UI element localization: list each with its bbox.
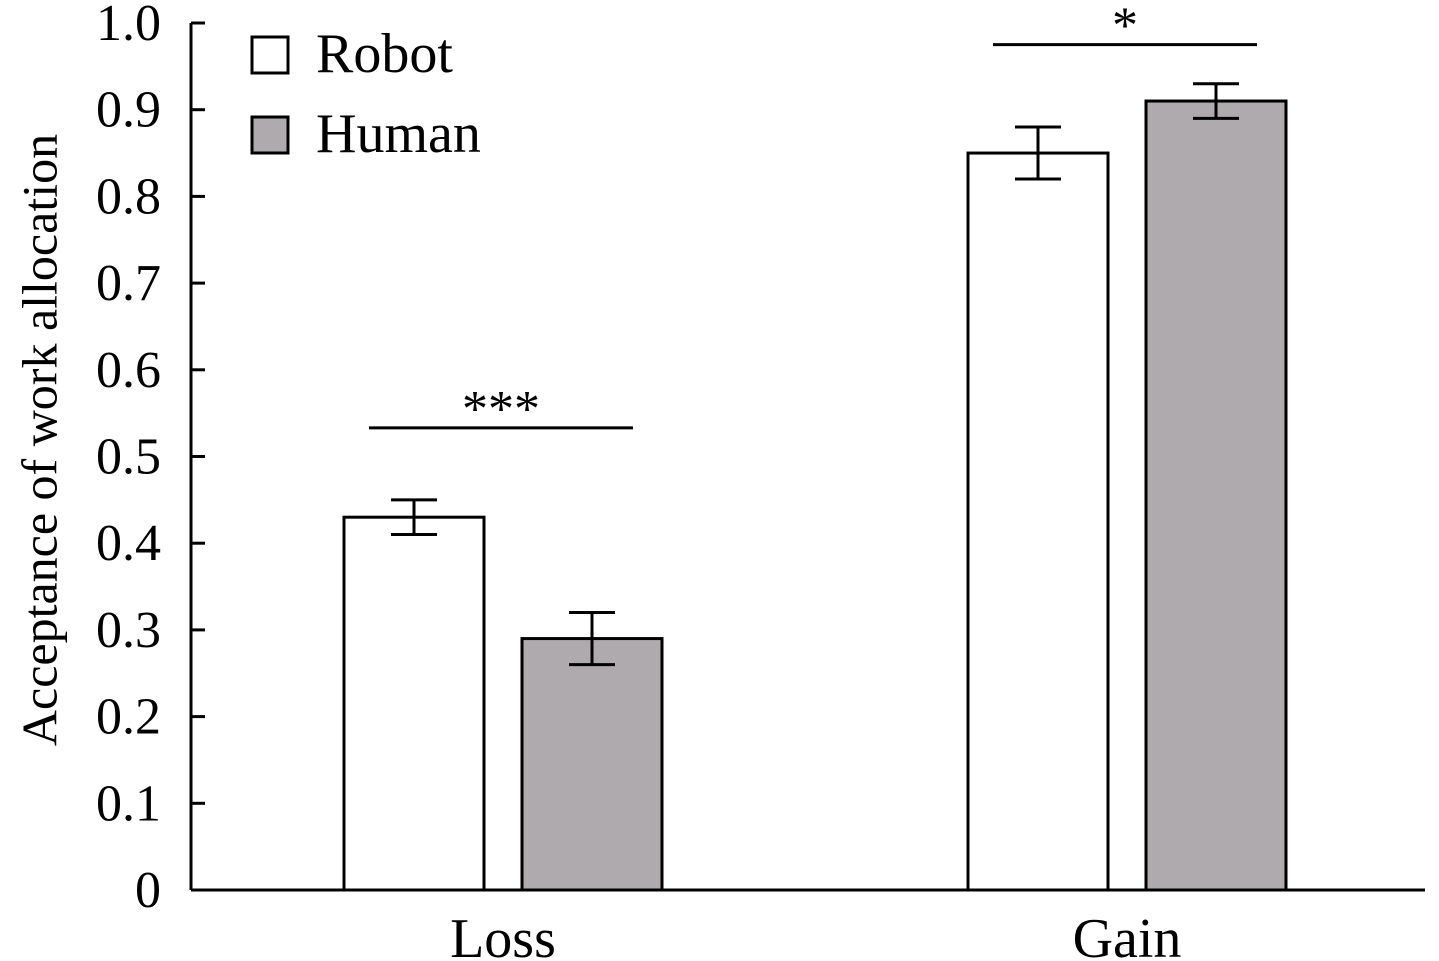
bar-human-loss [520,637,664,892]
y-axis-title: Acceptance of work allocation [11,134,67,746]
x-category-label: Gain [1073,908,1182,961]
significance-markers: **** [369,0,1257,438]
legend-swatch-human [250,115,290,155]
error-bars [391,82,1239,667]
y-tick-label: 0.9 [96,82,161,139]
y-tick-label: 0.3 [96,602,161,659]
bar-robot-gain [966,151,1110,892]
error-bar [1193,82,1239,120]
y-tick-label: 0.6 [96,342,161,399]
y-tick-label: 0.4 [96,515,161,572]
y-tick-label: 0.8 [96,168,161,225]
bar-human-gain [1144,99,1288,892]
legend-label-human: Human [316,103,481,165]
legend: Robot Human [250,23,481,165]
x-category-label: Loss [450,908,556,961]
significance-label: * [1112,0,1138,55]
x-axis: Loss Gain [191,888,1425,961]
bars [342,99,1288,892]
legend-label-robot: Robot [316,23,453,85]
y-tick-label: 0.7 [96,255,161,312]
y-tick-label: 0.5 [96,429,161,486]
y-tick-label: 0.1 [96,775,161,832]
y-axis: 0 0.1 0.2 0.3 0.4 0.5 0.6 0.7 0.8 0.9 1.0 [96,0,205,919]
bar-robot-loss [342,515,486,892]
legend-swatch-robot [250,35,290,75]
y-tick-label: 0.2 [96,689,161,746]
error-bar [391,498,437,537]
error-bar [1015,125,1061,181]
significance-label: *** [462,381,540,438]
y-tick-label: 1.0 [96,0,161,52]
y-tick-label: 0 [135,862,161,919]
error-bar [569,611,615,667]
